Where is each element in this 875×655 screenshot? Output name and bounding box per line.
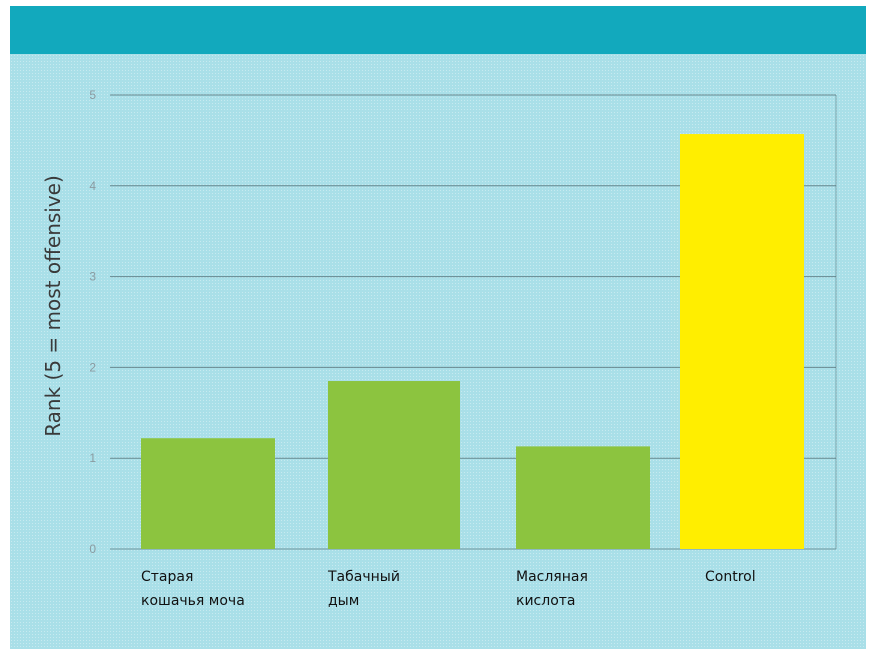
y-tick-label: 5 <box>89 88 96 102</box>
category-labels: Старая кошачья моча Табачный дым Масляная кис… <box>141 569 756 609</box>
header-band <box>10 6 866 54</box>
bar-3 <box>516 446 650 549</box>
y-tick-labels: 0 1 2 3 4 5 <box>89 88 96 556</box>
y-tick-label: 1 <box>89 451 96 465</box>
y-tick-label: 0 <box>89 542 96 556</box>
bars <box>141 134 804 549</box>
slide-frame: 0 1 2 3 4 5 Старая кошачья моча Табачный дым Масл… <box>10 6 866 649</box>
category-label-3: Масляная кислота <box>516 569 588 609</box>
y-tick-label: 2 <box>89 360 96 374</box>
category-label-4: Control <box>705 569 756 585</box>
y-tick-label: 3 <box>89 270 96 284</box>
category-label-1: Старая кошачья моча <box>141 569 245 609</box>
bar-1 <box>141 438 275 549</box>
y-tick-label: 4 <box>89 179 96 193</box>
y-axis-label: Rank (5 = most offensive) <box>41 175 65 437</box>
bar-chart: 0 1 2 3 4 5 Старая кошачья моча Табачный дым Масл… <box>41 88 837 609</box>
bar-4 <box>680 134 804 549</box>
category-label-2: Табачный дым <box>327 569 400 609</box>
bar-2 <box>328 381 460 549</box>
